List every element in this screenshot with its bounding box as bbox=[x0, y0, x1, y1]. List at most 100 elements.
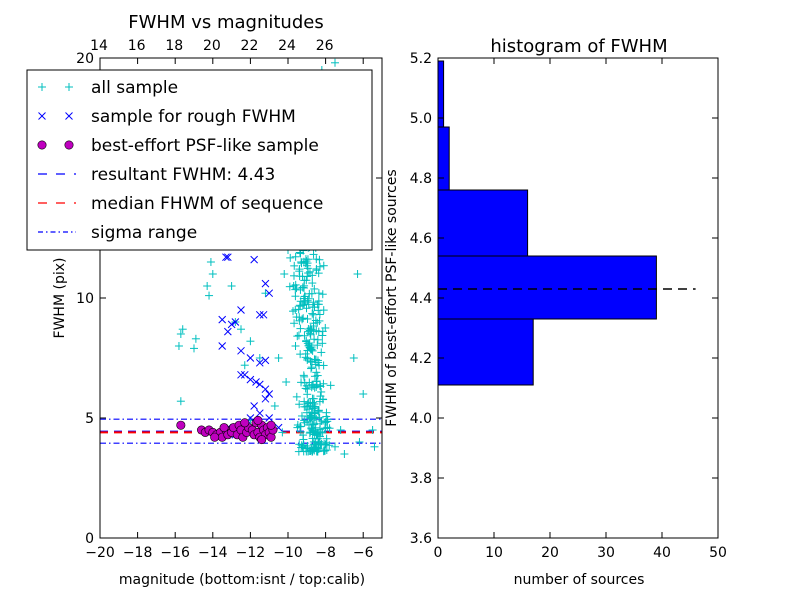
scatter-point bbox=[290, 261, 299, 270]
scatter-point bbox=[253, 415, 263, 425]
legend-marker bbox=[64, 140, 74, 150]
scatter-point bbox=[291, 342, 300, 350]
scatter-point bbox=[370, 442, 379, 451]
scatter-point bbox=[296, 302, 305, 311]
scatter-point bbox=[246, 375, 255, 384]
histogram-y-tick-label: 5.2 bbox=[410, 51, 432, 67]
scatter-top-tick-label: 14 bbox=[90, 38, 108, 54]
scatter-x-tick-label: −18 bbox=[123, 545, 153, 561]
legend-label: resultant FWHM: 4.43 bbox=[91, 165, 275, 185]
scatter-point bbox=[291, 252, 300, 261]
scatter-point bbox=[322, 408, 331, 417]
scatter-point bbox=[309, 403, 318, 412]
scatter-y-label: FWHM (pix) bbox=[52, 258, 68, 339]
scatter-point bbox=[308, 279, 317, 288]
scatter-point bbox=[190, 344, 198, 353]
scatter-point bbox=[297, 378, 306, 387]
scatter-point bbox=[293, 332, 302, 341]
scatter-point bbox=[306, 411, 315, 420]
histogram-bar bbox=[437, 255, 657, 320]
scatter-point bbox=[319, 447, 328, 456]
scatter-point bbox=[203, 282, 212, 290]
histogram-y-tick-label: 4.8 bbox=[410, 171, 432, 187]
scatter-point bbox=[291, 305, 300, 314]
scatter-point bbox=[293, 421, 302, 430]
scatter-point bbox=[311, 316, 320, 325]
scatter-point bbox=[306, 357, 315, 366]
scatter-point bbox=[307, 345, 316, 354]
scatter-point bbox=[255, 409, 264, 418]
scatter-point bbox=[218, 315, 227, 324]
scatter-point bbox=[206, 258, 215, 266]
scatter-point bbox=[261, 356, 270, 365]
scatter-x-tick-label: −14 bbox=[198, 545, 228, 561]
histogram-x-tick-label: 50 bbox=[709, 545, 727, 561]
scatter-point bbox=[310, 335, 319, 344]
scatter-point bbox=[219, 423, 229, 433]
histogram-x-tick-label: 10 bbox=[485, 545, 503, 561]
scatter-point bbox=[368, 426, 377, 434]
scatter-point bbox=[265, 414, 274, 422]
scatter-point bbox=[309, 250, 318, 259]
scatter-point bbox=[255, 380, 264, 389]
scatter-point bbox=[295, 400, 304, 409]
scatter-point bbox=[326, 381, 335, 390]
scatter-point bbox=[315, 310, 324, 319]
histogram-x-tick-label: 30 bbox=[597, 545, 615, 561]
scatter-point bbox=[295, 316, 304, 325]
histogram-y-tick-label: 3.6 bbox=[410, 531, 432, 547]
scatter-point bbox=[297, 259, 306, 268]
scatter-point bbox=[303, 255, 312, 264]
scatter-point bbox=[318, 339, 327, 348]
scatter-point bbox=[308, 394, 317, 403]
scatter-point bbox=[318, 331, 327, 340]
scatter-point bbox=[303, 261, 312, 270]
scatter-point bbox=[325, 424, 334, 433]
scatter-point bbox=[301, 353, 310, 362]
histogram-y-tick-label: 4.6 bbox=[410, 231, 432, 247]
histogram-bars bbox=[437, 60, 657, 386]
scatter-point bbox=[178, 325, 187, 334]
scatter-point bbox=[298, 283, 307, 292]
scatter-point bbox=[237, 306, 245, 314]
scatter-point bbox=[261, 279, 270, 288]
scatter-title: FWHM vs magnitudes bbox=[128, 12, 323, 33]
legend-label: median FHWM of sequence bbox=[91, 194, 323, 214]
scatter-point bbox=[312, 431, 321, 440]
scatter-point bbox=[314, 444, 323, 453]
scatter-top-tick-label: 24 bbox=[278, 38, 296, 54]
scatter-point bbox=[176, 397, 185, 406]
scatter-point bbox=[237, 346, 245, 355]
scatter-point bbox=[310, 303, 319, 312]
scatter-panel: FWHM vs magnitudes −20 −18 −16 −14 −12 −10 −8 −… bbox=[26, 12, 383, 588]
scatter-point bbox=[205, 291, 214, 300]
scatter-point bbox=[325, 441, 334, 450]
scatter-point bbox=[303, 390, 312, 399]
scatter-point bbox=[300, 378, 309, 387]
scatter-point bbox=[312, 264, 321, 273]
scatter-top-tick-label: 22 bbox=[241, 38, 259, 54]
scatter-point bbox=[294, 331, 303, 340]
scatter-point bbox=[306, 428, 315, 437]
legend-marker bbox=[65, 112, 73, 120]
histogram-y-tick-label: 5.0 bbox=[410, 111, 432, 127]
scatter-top-tick-label: 26 bbox=[316, 38, 334, 54]
scatter-point bbox=[303, 314, 312, 323]
scatter-point bbox=[261, 289, 270, 298]
scatter-point bbox=[311, 360, 320, 369]
scatter-point bbox=[303, 399, 312, 408]
histogram-title: histogram of FWHM bbox=[490, 36, 667, 57]
scatter-point bbox=[259, 310, 268, 319]
scatter-point bbox=[336, 426, 345, 434]
scatter-point bbox=[310, 430, 319, 439]
scatter-point bbox=[208, 270, 217, 278]
histogram-y-tick-label: 3.8 bbox=[410, 471, 432, 487]
scatter-point bbox=[296, 350, 305, 359]
scatter-point bbox=[252, 378, 260, 386]
legend-label: best-effort PSF-like sample bbox=[91, 136, 319, 156]
scatter-point bbox=[310, 284, 319, 293]
scatter-point bbox=[307, 412, 316, 421]
scatter-x-tick-label: −6 bbox=[353, 545, 374, 561]
